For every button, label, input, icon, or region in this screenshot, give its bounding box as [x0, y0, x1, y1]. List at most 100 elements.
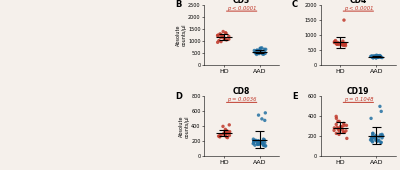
Point	[253, 52, 259, 55]
Point	[368, 137, 374, 140]
Y-axis label: Absolute
counts/μl: Absolute counts/μl	[179, 115, 190, 138]
Title: CD8: CD8	[233, 87, 250, 96]
Point	[258, 51, 265, 54]
Point	[259, 140, 266, 143]
Point	[338, 43, 345, 46]
Point	[218, 134, 224, 136]
Point	[343, 124, 350, 127]
Point	[373, 55, 380, 58]
Point	[369, 138, 375, 141]
Point	[254, 50, 261, 53]
Point	[334, 126, 340, 129]
Point	[373, 56, 379, 59]
Point	[375, 56, 381, 58]
Point	[252, 139, 259, 142]
Point	[333, 115, 339, 118]
Point	[226, 35, 232, 38]
Point	[216, 39, 222, 42]
Point	[255, 49, 261, 52]
Point	[256, 141, 262, 144]
Text: p < 0.0001: p < 0.0001	[344, 5, 373, 11]
Point	[252, 144, 258, 147]
Point	[224, 132, 230, 135]
Point	[226, 130, 233, 133]
Point	[370, 134, 376, 137]
Point	[344, 137, 350, 140]
Point	[341, 124, 347, 127]
Point	[253, 53, 260, 56]
Point	[254, 143, 261, 146]
Point	[372, 55, 379, 57]
Point	[342, 42, 349, 45]
Point	[370, 56, 376, 59]
Point	[371, 54, 377, 57]
Point	[370, 136, 376, 139]
Point	[254, 50, 260, 53]
Point	[260, 143, 267, 146]
Point	[369, 56, 375, 58]
Point	[336, 43, 342, 46]
Point	[222, 133, 228, 136]
Text: p = 0.0036: p = 0.0036	[227, 97, 256, 102]
Point	[252, 140, 259, 142]
Point	[258, 46, 265, 49]
Point	[218, 40, 224, 43]
Point	[369, 137, 376, 139]
Point	[333, 123, 340, 126]
Title: CD19: CD19	[347, 87, 370, 96]
Point	[342, 44, 349, 47]
Point	[336, 130, 342, 133]
Point	[251, 49, 258, 52]
Point	[341, 43, 347, 46]
Point	[374, 56, 381, 58]
Point	[338, 125, 344, 128]
Point	[222, 132, 228, 134]
Point	[378, 56, 384, 58]
Point	[340, 131, 346, 134]
Point	[342, 42, 348, 45]
Point	[373, 134, 379, 137]
Point	[256, 49, 262, 52]
Point	[255, 114, 262, 116]
Point	[217, 134, 223, 137]
Point	[375, 139, 381, 142]
Point	[226, 134, 233, 137]
Point	[377, 105, 383, 108]
Point	[370, 132, 376, 135]
Point	[254, 140, 261, 143]
Point	[220, 30, 226, 33]
Point	[376, 55, 383, 57]
Point	[214, 41, 221, 44]
Point	[369, 54, 375, 57]
Point	[250, 142, 256, 145]
Text: D: D	[175, 92, 182, 101]
Point	[340, 40, 346, 42]
Point	[336, 127, 342, 130]
Point	[374, 55, 380, 58]
Point	[375, 54, 382, 57]
Point	[373, 138, 379, 140]
Point	[338, 42, 344, 44]
Point	[218, 36, 224, 39]
Point	[262, 144, 269, 147]
Point	[260, 142, 266, 144]
Point	[256, 143, 262, 145]
Point	[256, 52, 262, 54]
Point	[333, 42, 340, 45]
Point	[256, 143, 262, 145]
Y-axis label: Absolute
counts/μl: Absolute counts/μl	[176, 24, 187, 46]
Point	[378, 141, 384, 144]
Point	[257, 47, 263, 50]
Point	[339, 44, 346, 46]
Point	[226, 124, 232, 126]
Point	[369, 141, 376, 143]
Point	[367, 139, 374, 141]
Title: CD3: CD3	[233, 0, 250, 5]
Point	[378, 110, 384, 113]
Point	[260, 144, 267, 147]
Point	[254, 50, 260, 53]
Point	[377, 55, 384, 57]
Point	[332, 39, 339, 42]
Point	[340, 44, 347, 47]
Point	[370, 132, 376, 135]
